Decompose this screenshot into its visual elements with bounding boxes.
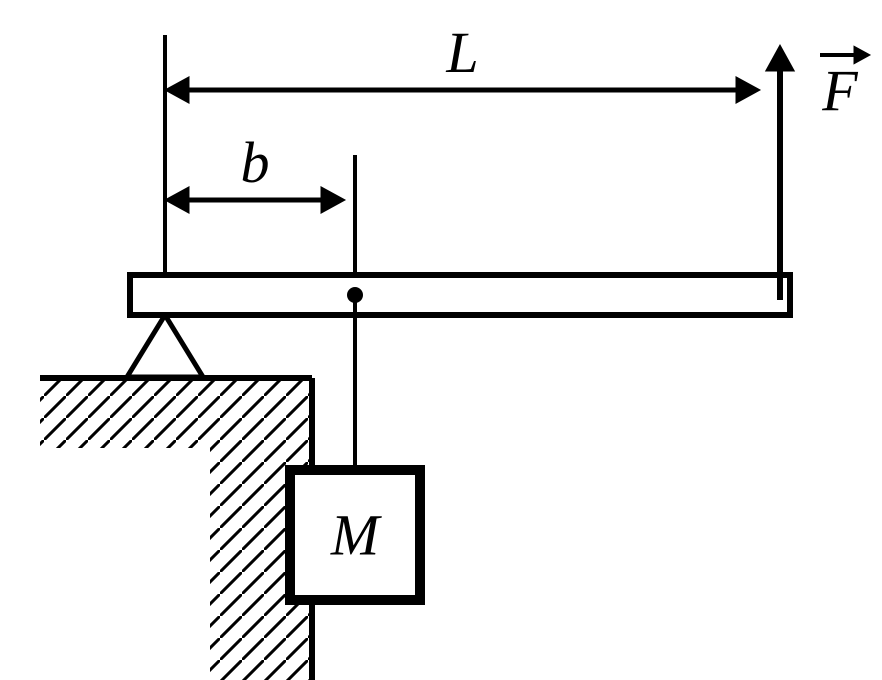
arrowhead xyxy=(766,45,795,71)
dim-b-label: b xyxy=(241,130,270,195)
arrowhead xyxy=(736,77,760,103)
force-label: F xyxy=(821,58,858,123)
dim-L-label: L xyxy=(445,20,478,85)
ground-hatch xyxy=(40,378,312,680)
pivot-support-triangle xyxy=(127,315,203,377)
mass-label: M xyxy=(330,503,382,568)
arrowhead xyxy=(165,187,189,213)
arrowhead xyxy=(321,187,345,213)
arrowhead xyxy=(165,77,189,103)
beam xyxy=(130,275,790,315)
